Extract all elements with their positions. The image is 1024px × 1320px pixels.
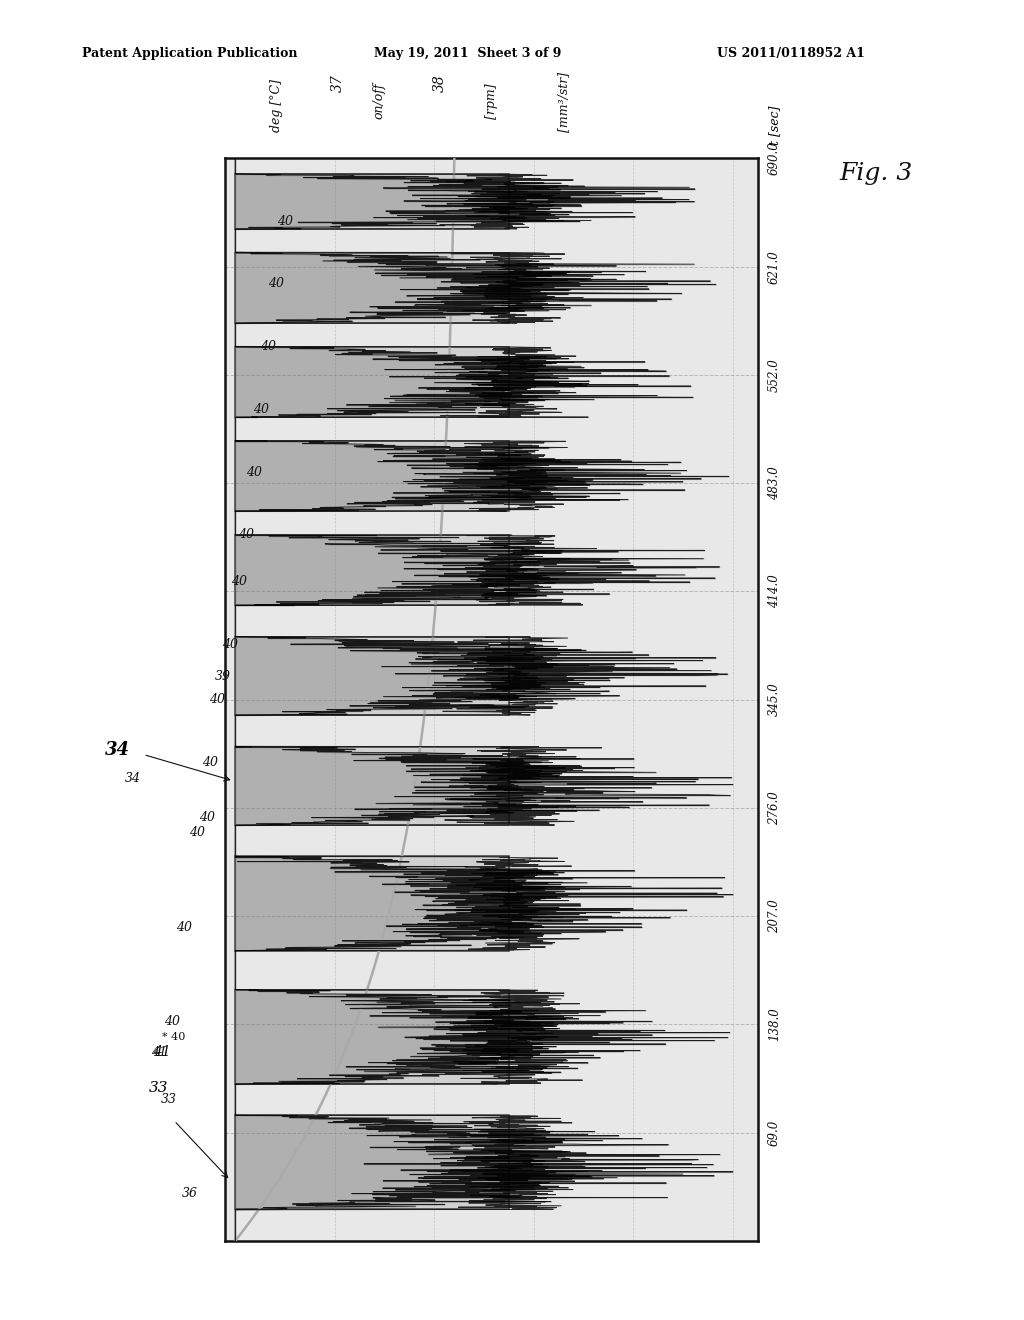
Bar	[236, 1115, 509, 1209]
Text: 138.0: 138.0	[768, 1007, 781, 1041]
Text: 40: 40	[268, 277, 285, 290]
Bar	[236, 252, 509, 323]
Bar	[236, 174, 509, 228]
Text: 40: 40	[222, 638, 239, 651]
Text: [rpm]: [rpm]	[485, 83, 498, 119]
Text: 483.0: 483.0	[768, 466, 781, 500]
Text: 40: 40	[276, 215, 293, 227]
Text: 690.0: 690.0	[768, 141, 781, 176]
Text: 414.0: 414.0	[768, 574, 781, 609]
Text: 40: 40	[238, 528, 254, 541]
Bar	[236, 441, 509, 511]
Text: 621.0: 621.0	[768, 249, 781, 284]
Text: 41: 41	[151, 1045, 167, 1059]
Text: US 2011/0118952 A1: US 2011/0118952 A1	[717, 46, 864, 59]
Text: t [sec]: t [sec]	[768, 106, 781, 145]
Text: 40: 40	[202, 756, 218, 768]
Text: Patent Application Publication: Patent Application Publication	[82, 46, 297, 59]
Text: 34: 34	[125, 771, 141, 784]
Text: on/off: on/off	[373, 82, 385, 119]
Text: 33: 33	[161, 1093, 177, 1106]
Bar	[236, 347, 509, 417]
Text: 276.0: 276.0	[768, 791, 781, 825]
Text: May 19, 2011  Sheet 3 of 9: May 19, 2011 Sheet 3 of 9	[374, 46, 561, 59]
Text: 345.0: 345.0	[768, 682, 781, 717]
Text: 38: 38	[433, 75, 447, 92]
Text: 40: 40	[209, 693, 225, 706]
Text: 40: 40	[164, 1015, 180, 1028]
Text: 40: 40	[253, 403, 269, 416]
Text: * 40: * 40	[163, 1032, 185, 1041]
Text: Fig. 3: Fig. 3	[840, 162, 913, 185]
Text: 37: 37	[331, 75, 345, 92]
Text: 207.0: 207.0	[768, 899, 781, 933]
Text: 34: 34	[105, 741, 130, 759]
Text: 552.0: 552.0	[768, 358, 781, 392]
Text: 69.0: 69.0	[768, 1119, 781, 1146]
Text: 40: 40	[230, 576, 247, 589]
Text: 36: 36	[181, 1187, 198, 1200]
Bar	[236, 747, 509, 825]
Text: [mm³/str]: [mm³/str]	[557, 71, 569, 132]
Text: deg [°C]: deg [°C]	[270, 79, 283, 132]
Bar	[236, 535, 509, 606]
Bar	[236, 857, 509, 950]
Text: 40: 40	[260, 341, 276, 354]
Text: 33: 33	[148, 1081, 169, 1094]
Text: 40: 40	[199, 810, 215, 824]
Text: 40: 40	[188, 826, 205, 840]
Bar	[236, 636, 509, 715]
Text: 40: 40	[176, 920, 193, 933]
Bar	[236, 990, 509, 1084]
Text: 39: 39	[215, 669, 231, 682]
Text: 41: 41	[153, 1044, 171, 1059]
Text: 40: 40	[246, 466, 262, 479]
